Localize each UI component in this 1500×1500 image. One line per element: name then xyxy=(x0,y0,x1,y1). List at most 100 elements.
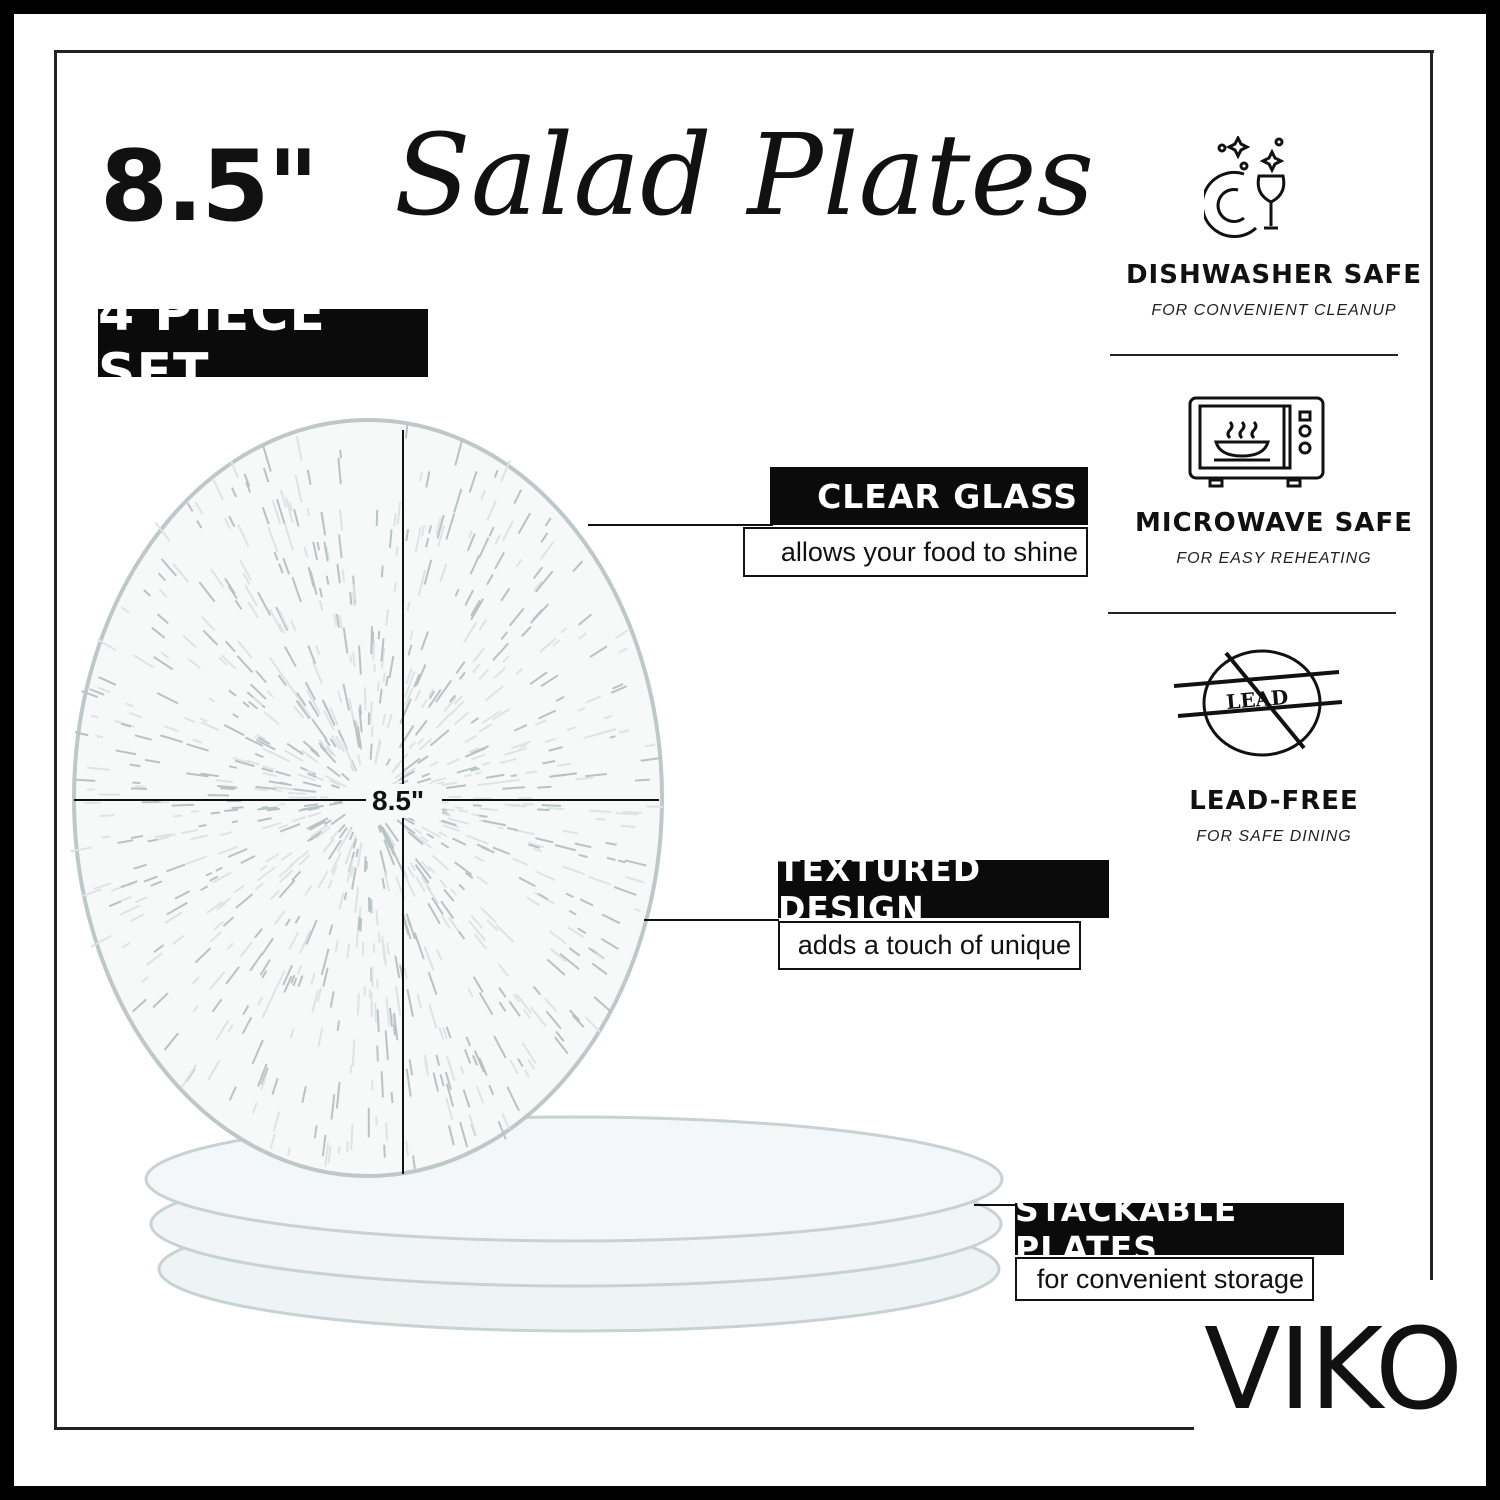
texture-stroke xyxy=(239,941,253,958)
texture-stroke xyxy=(465,1036,472,1047)
microwave-icon xyxy=(1188,396,1325,488)
texture-stroke xyxy=(588,875,611,886)
texture-stroke xyxy=(271,1077,279,1095)
texture-stroke xyxy=(406,988,414,1017)
texture-stroke xyxy=(459,1121,469,1148)
texture-stroke xyxy=(609,735,616,739)
texture-stroke xyxy=(527,841,545,849)
product-title: Salad Plates xyxy=(394,111,1095,241)
texture-stroke xyxy=(370,725,374,737)
texture-stroke xyxy=(498,987,507,998)
texture-stroke xyxy=(259,958,271,976)
texture-stroke xyxy=(283,975,293,993)
texture-stroke xyxy=(403,873,416,897)
texture-stroke xyxy=(533,580,543,592)
texture-stroke xyxy=(476,875,489,885)
texture-stroke xyxy=(249,683,267,700)
texture-stroke xyxy=(134,734,153,741)
texture-stroke xyxy=(269,608,283,633)
texture-stroke xyxy=(312,541,319,561)
texture-stroke xyxy=(262,771,278,778)
texture-stroke xyxy=(474,855,485,863)
texture-stroke xyxy=(583,730,607,740)
texture-stroke xyxy=(328,924,334,936)
texture-stroke xyxy=(406,601,411,612)
texture-stroke xyxy=(231,806,244,810)
texture-stroke xyxy=(338,892,345,910)
texture-stroke xyxy=(375,509,379,527)
texture-stroke xyxy=(417,755,429,765)
texture-stroke xyxy=(344,842,354,865)
texture-stroke xyxy=(98,676,117,686)
texture-stroke xyxy=(101,835,111,839)
texture-stroke xyxy=(304,681,317,701)
texture-stroke xyxy=(401,757,421,773)
texture-stroke xyxy=(398,724,415,749)
texture-stroke xyxy=(618,646,629,654)
texture-stroke xyxy=(372,640,376,661)
texture-stroke xyxy=(343,892,348,901)
texture-stroke xyxy=(272,1111,281,1132)
texture-stroke xyxy=(488,526,495,537)
texture-stroke xyxy=(277,824,288,830)
texture-stroke xyxy=(356,842,363,867)
texture-stroke xyxy=(117,839,134,844)
texture-stroke xyxy=(311,660,323,684)
texture-stroke xyxy=(425,537,430,548)
plates-illustration xyxy=(70,418,1004,1333)
texture-stroke xyxy=(282,557,290,575)
texture-stroke xyxy=(532,985,542,996)
texture-stroke xyxy=(414,527,422,553)
texture-stroke xyxy=(282,964,294,986)
texture-stroke xyxy=(413,932,425,960)
texture-stroke xyxy=(429,760,439,768)
texture-stroke xyxy=(458,930,466,940)
texture-stroke xyxy=(273,786,294,791)
texture-stroke xyxy=(381,713,387,726)
texture-stroke xyxy=(200,721,220,732)
texture-stroke xyxy=(384,1030,389,1060)
texture-stroke xyxy=(261,970,268,979)
texture-stroke xyxy=(349,1064,353,1074)
texture-stroke xyxy=(492,642,510,661)
texture-stroke xyxy=(356,993,360,1016)
texture-stroke xyxy=(464,734,477,744)
texture-stroke xyxy=(453,488,463,513)
texture-stroke xyxy=(529,671,548,685)
texture-stroke xyxy=(566,726,577,732)
texture-stroke xyxy=(441,819,457,827)
texture-stroke xyxy=(336,563,341,584)
texture-stroke xyxy=(593,996,613,1013)
texture-stroke xyxy=(455,660,466,674)
texture-stroke xyxy=(349,654,353,663)
texture-stroke xyxy=(120,880,138,889)
texture-stroke xyxy=(257,591,272,616)
texture-stroke xyxy=(293,509,300,527)
texture-stroke xyxy=(471,753,485,761)
texture-stroke xyxy=(577,706,586,712)
texture-stroke xyxy=(298,854,311,866)
texture-stroke xyxy=(260,1075,267,1090)
texture-stroke xyxy=(157,836,170,841)
texture-stroke xyxy=(151,626,166,639)
texture-stroke xyxy=(330,813,346,826)
texture-stroke xyxy=(456,766,478,774)
texture-stroke xyxy=(442,824,461,833)
texture-stroke xyxy=(262,821,282,830)
texture-stroke xyxy=(121,942,131,949)
texture-stroke xyxy=(328,801,343,806)
texture-stroke xyxy=(466,834,489,845)
texture-stroke xyxy=(498,1001,507,1012)
texture-stroke xyxy=(279,489,287,508)
texture-stroke xyxy=(302,740,319,755)
texture-stroke xyxy=(432,1072,439,1092)
texture-stroke xyxy=(80,888,103,898)
texture-stroke xyxy=(255,670,267,684)
lead-free-icon: LEAD xyxy=(1174,649,1343,757)
texture-stroke xyxy=(242,1005,250,1016)
texture-stroke xyxy=(215,1019,230,1041)
texture-stroke xyxy=(418,737,433,751)
texture-stroke xyxy=(380,647,386,669)
texture-stroke xyxy=(414,719,428,736)
texture-stroke xyxy=(439,1074,445,1087)
